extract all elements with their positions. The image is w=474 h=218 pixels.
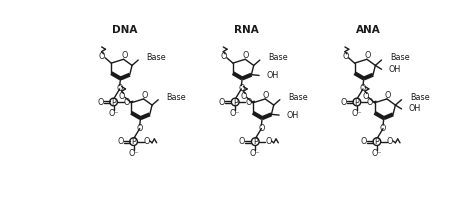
Text: O⁻: O⁻ xyxy=(108,109,119,118)
Text: O: O xyxy=(380,124,386,133)
Text: P: P xyxy=(374,137,379,146)
Text: O⁻: O⁻ xyxy=(230,109,240,118)
Text: O: O xyxy=(365,51,371,60)
Text: ANA: ANA xyxy=(356,25,381,35)
Text: O: O xyxy=(97,97,104,107)
Text: OH: OH xyxy=(266,71,278,80)
Text: O: O xyxy=(245,97,252,107)
Text: O: O xyxy=(387,137,393,146)
Text: O⁻: O⁻ xyxy=(250,149,261,158)
Text: OH: OH xyxy=(286,111,298,120)
Text: O: O xyxy=(240,92,247,101)
Text: O: O xyxy=(123,97,130,107)
Text: O: O xyxy=(361,137,367,146)
Text: O: O xyxy=(384,91,391,100)
Text: O: O xyxy=(219,97,225,107)
Text: OH: OH xyxy=(409,104,421,113)
Text: O⁻: O⁻ xyxy=(372,149,382,158)
Text: O: O xyxy=(360,84,366,94)
Text: O: O xyxy=(119,92,125,101)
Text: Base: Base xyxy=(167,93,186,102)
Text: Base: Base xyxy=(146,53,166,62)
Text: O: O xyxy=(258,124,264,133)
Text: O: O xyxy=(121,51,128,60)
Text: RNA: RNA xyxy=(235,25,259,35)
Text: O: O xyxy=(265,137,272,146)
Text: O⁻: O⁻ xyxy=(352,109,362,118)
Text: O: O xyxy=(220,52,227,61)
Text: O: O xyxy=(362,92,369,101)
Text: O: O xyxy=(341,97,347,107)
Text: O: O xyxy=(137,124,143,133)
Text: Base: Base xyxy=(288,93,308,102)
Text: O: O xyxy=(117,84,123,94)
Text: O⁻: O⁻ xyxy=(128,149,139,158)
Text: O: O xyxy=(263,91,269,100)
Text: P: P xyxy=(355,97,359,107)
Text: DNA: DNA xyxy=(112,25,138,35)
Text: Base: Base xyxy=(410,93,429,102)
Text: O: O xyxy=(117,137,124,146)
Text: P: P xyxy=(111,97,116,107)
Text: O: O xyxy=(367,97,373,107)
Text: O: O xyxy=(342,52,348,61)
Text: O: O xyxy=(141,91,147,100)
Text: O: O xyxy=(239,137,246,146)
Text: O: O xyxy=(243,51,249,60)
Text: OH: OH xyxy=(389,65,401,74)
Text: P: P xyxy=(131,137,136,146)
Text: O: O xyxy=(238,84,245,94)
Text: O: O xyxy=(144,137,150,146)
Text: Base: Base xyxy=(390,53,410,62)
Text: O: O xyxy=(99,52,105,61)
Text: P: P xyxy=(253,137,258,146)
Text: Base: Base xyxy=(268,53,288,62)
Text: P: P xyxy=(233,97,237,107)
